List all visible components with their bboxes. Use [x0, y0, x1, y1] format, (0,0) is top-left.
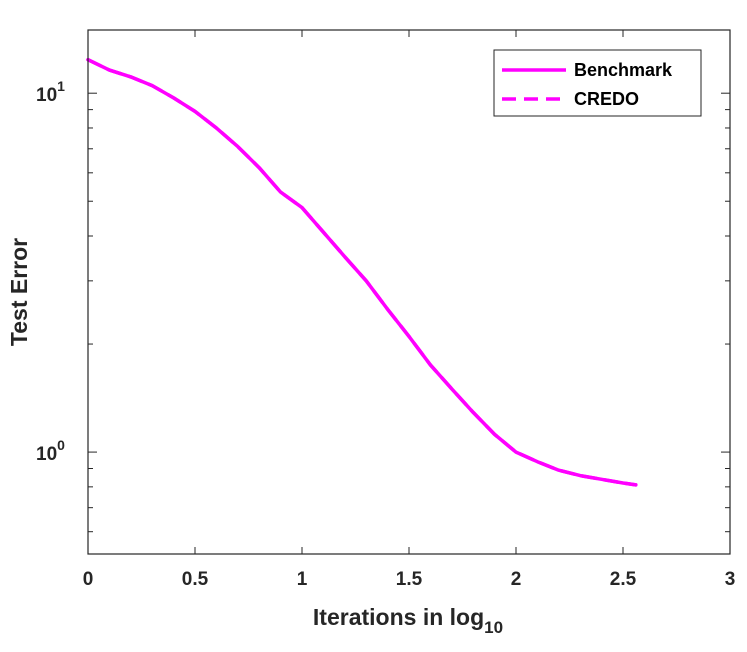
- minor-ticks: [88, 109, 730, 533]
- y-axis-label: Test Error: [6, 238, 32, 346]
- series-layer: [86, 57, 638, 487]
- x-tick-label: 1: [297, 569, 308, 590]
- x-tick-label: 0.5: [182, 569, 209, 590]
- plot-frame: [87, 29, 731, 555]
- legend-label-benchmark: Benchmark: [574, 60, 673, 80]
- x-axis-label: Iterations in log10: [313, 604, 503, 637]
- x-tick-label: 2.5: [610, 569, 637, 590]
- x-tick-label: 2: [511, 569, 522, 590]
- y-tick-labels: 100 101: [36, 78, 65, 465]
- legend-label-credo: CREDO: [574, 89, 639, 109]
- x-tick-label: 1.5: [396, 569, 423, 590]
- legend-box: [493, 49, 702, 117]
- x-tick-labels: 0 0.5 1 1.5 2 2.5 3: [83, 569, 736, 590]
- plot-area: [88, 30, 730, 554]
- x-tick-label: 0: [83, 569, 94, 590]
- series-line-credo: [86, 57, 638, 487]
- y-tick-label: 101: [36, 78, 65, 106]
- legend: Benchmark CREDO: [493, 49, 702, 117]
- y-tick-label: 100: [36, 437, 65, 465]
- x-tick-label: 3: [725, 569, 736, 590]
